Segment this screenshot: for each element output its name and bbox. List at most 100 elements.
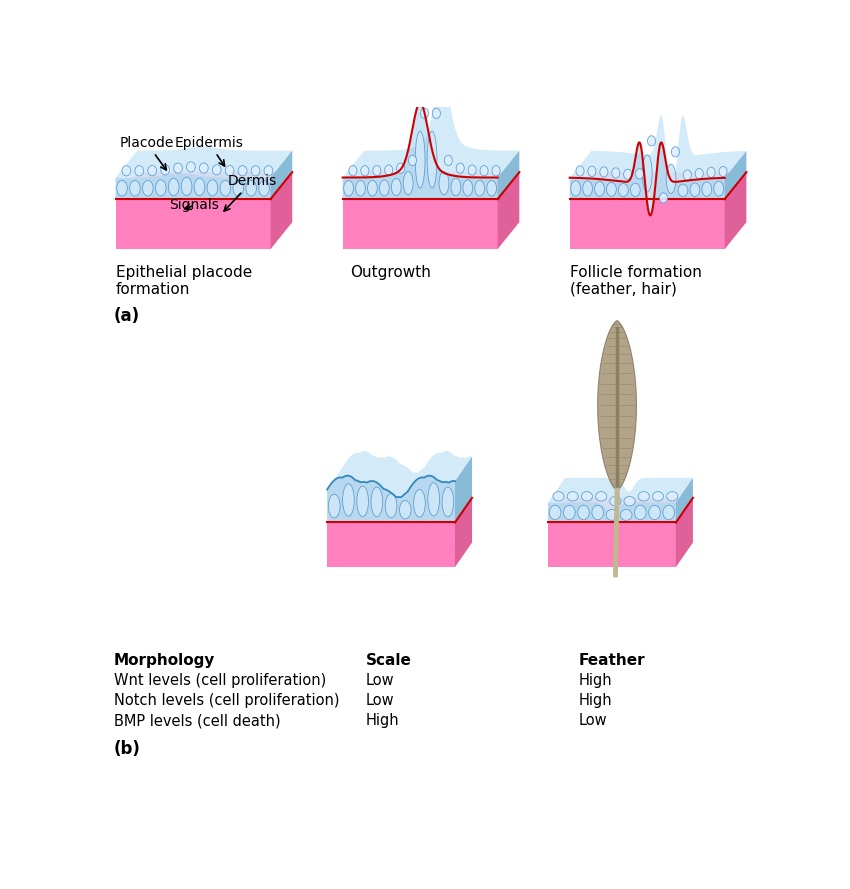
Ellipse shape (480, 165, 488, 176)
Ellipse shape (567, 492, 578, 501)
Ellipse shape (343, 484, 354, 517)
Polygon shape (548, 523, 676, 567)
Ellipse shape (666, 492, 677, 501)
Polygon shape (725, 151, 746, 199)
Polygon shape (343, 103, 497, 199)
Ellipse shape (143, 180, 153, 196)
Text: Notch levels (cell proliferation): Notch levels (cell proliferation) (114, 693, 339, 709)
Ellipse shape (403, 172, 413, 195)
Ellipse shape (609, 496, 620, 506)
Text: Epithelial placode
formation: Epithelial placode formation (116, 265, 252, 297)
Ellipse shape (672, 147, 679, 157)
Ellipse shape (445, 156, 452, 165)
Ellipse shape (596, 492, 607, 501)
Polygon shape (548, 502, 676, 523)
Ellipse shape (409, 156, 416, 165)
Ellipse shape (207, 180, 218, 196)
Ellipse shape (707, 167, 715, 178)
Polygon shape (327, 476, 455, 523)
Ellipse shape (328, 494, 340, 518)
Ellipse shape (549, 505, 561, 520)
Ellipse shape (367, 180, 377, 196)
Polygon shape (570, 199, 725, 249)
Ellipse shape (212, 164, 221, 175)
Ellipse shape (468, 165, 476, 175)
Ellipse shape (343, 180, 354, 196)
Ellipse shape (451, 179, 461, 196)
Ellipse shape (678, 184, 688, 196)
Ellipse shape (648, 136, 655, 146)
Ellipse shape (581, 492, 592, 501)
Ellipse shape (592, 505, 603, 520)
Polygon shape (570, 172, 746, 199)
Text: Morphology: Morphology (114, 653, 215, 669)
Ellipse shape (194, 178, 205, 196)
Polygon shape (116, 199, 270, 249)
Ellipse shape (428, 483, 439, 516)
Ellipse shape (400, 501, 411, 519)
Text: High: High (579, 673, 613, 688)
Ellipse shape (553, 492, 564, 501)
Ellipse shape (130, 180, 140, 196)
Ellipse shape (371, 487, 382, 517)
Ellipse shape (600, 167, 608, 177)
Ellipse shape (702, 182, 711, 196)
Polygon shape (455, 498, 472, 567)
Text: Feather: Feather (579, 653, 646, 669)
Polygon shape (455, 456, 472, 523)
Ellipse shape (631, 183, 640, 196)
Polygon shape (497, 150, 519, 199)
Polygon shape (327, 523, 455, 567)
Text: Low: Low (579, 714, 608, 728)
Ellipse shape (619, 183, 628, 196)
Ellipse shape (653, 492, 664, 501)
Polygon shape (570, 142, 725, 215)
Text: Low: Low (366, 673, 394, 688)
Ellipse shape (624, 496, 635, 506)
Ellipse shape (433, 108, 440, 118)
Polygon shape (270, 172, 292, 249)
Ellipse shape (612, 168, 620, 178)
Ellipse shape (570, 180, 581, 196)
Ellipse shape (475, 180, 484, 196)
Ellipse shape (238, 165, 247, 176)
Ellipse shape (385, 493, 397, 517)
Ellipse shape (439, 172, 449, 195)
Ellipse shape (181, 177, 192, 196)
Polygon shape (676, 477, 693, 523)
Text: BMP levels (cell death): BMP levels (cell death) (114, 714, 280, 728)
Ellipse shape (636, 169, 643, 179)
Ellipse shape (660, 193, 667, 203)
Ellipse shape (135, 165, 144, 176)
Ellipse shape (186, 162, 196, 172)
Ellipse shape (220, 180, 230, 196)
Polygon shape (548, 498, 693, 523)
Ellipse shape (463, 180, 473, 196)
Polygon shape (116, 173, 270, 199)
Text: High: High (579, 693, 613, 709)
Ellipse shape (200, 163, 208, 173)
Ellipse shape (595, 181, 604, 196)
Ellipse shape (624, 169, 632, 180)
Polygon shape (343, 199, 497, 249)
Polygon shape (598, 321, 637, 490)
Polygon shape (327, 498, 472, 523)
Ellipse shape (606, 509, 618, 520)
Ellipse shape (251, 165, 260, 176)
Ellipse shape (173, 163, 183, 173)
Text: (b): (b) (114, 740, 141, 757)
Ellipse shape (161, 164, 169, 175)
Ellipse shape (397, 163, 405, 173)
Polygon shape (116, 147, 292, 178)
Ellipse shape (264, 165, 273, 176)
Ellipse shape (421, 108, 428, 118)
Ellipse shape (643, 155, 652, 192)
Ellipse shape (683, 170, 691, 180)
Ellipse shape (385, 165, 393, 175)
Polygon shape (270, 150, 292, 199)
Polygon shape (343, 76, 519, 178)
Ellipse shape (635, 505, 646, 520)
Ellipse shape (456, 163, 464, 173)
Ellipse shape (116, 180, 127, 196)
Ellipse shape (583, 181, 592, 196)
